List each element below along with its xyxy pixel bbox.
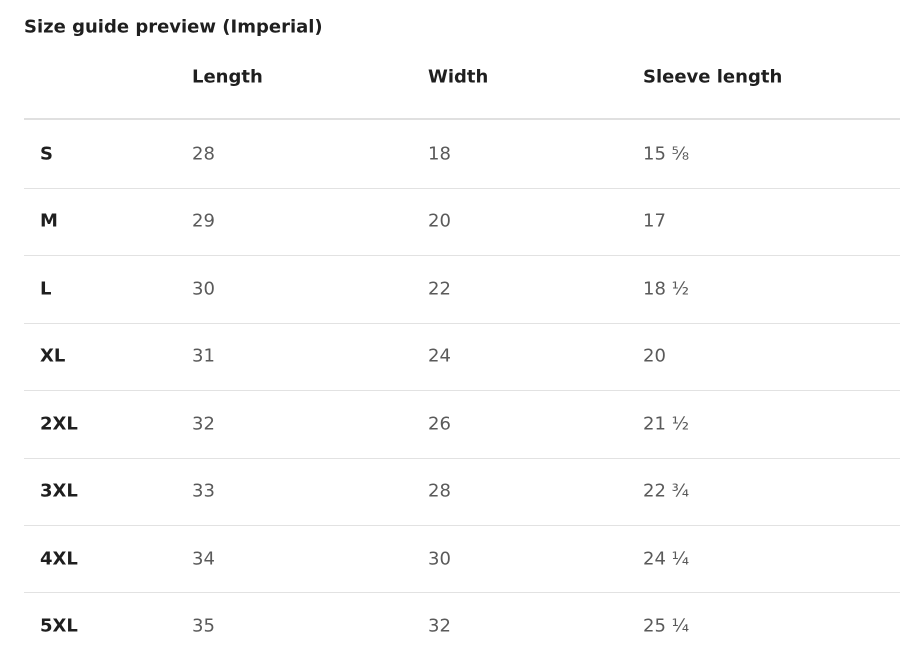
size-label: 4XL (40, 548, 78, 570)
column-header: Width (428, 66, 489, 88)
size-label: XL (40, 345, 66, 367)
measurement: 18 (428, 143, 451, 165)
size-label: M (40, 210, 58, 232)
measurement: 30 (428, 548, 451, 570)
size-label: 5XL (40, 615, 78, 637)
column-header: Sleeve length (643, 66, 783, 88)
measurement: 18 ½ (643, 278, 690, 300)
measurement: 25 ¼ (643, 615, 690, 637)
measurement: 21 ½ (643, 413, 690, 435)
measurement: 26 (428, 413, 451, 435)
size-label: L (40, 278, 52, 300)
row-divider (24, 592, 900, 593)
header-divider (24, 118, 900, 120)
measurement: 35 (192, 615, 215, 637)
measurement: 28 (428, 480, 451, 502)
row-divider (24, 390, 900, 391)
measurement: 17 (643, 210, 666, 232)
column-header: Length (192, 66, 263, 88)
measurement: 22 ¾ (643, 480, 690, 502)
measurement: 31 (192, 345, 215, 367)
row-divider (24, 188, 900, 189)
row-divider (24, 525, 900, 526)
measurement: 28 (192, 143, 215, 165)
measurement: 32 (192, 413, 215, 435)
measurement: 32 (428, 615, 451, 637)
size-label: 3XL (40, 480, 78, 502)
row-divider (24, 255, 900, 256)
measurement: 24 (428, 345, 451, 367)
measurement: 29 (192, 210, 215, 232)
measurement: 20 (428, 210, 451, 232)
size-label: 2XL (40, 413, 78, 435)
measurement: 34 (192, 548, 215, 570)
row-divider (24, 458, 900, 459)
measurement: 20 (643, 345, 666, 367)
measurement: 24 ¼ (643, 548, 690, 570)
title: Size guide preview (Imperial) (24, 16, 323, 38)
size-label: S (40, 143, 53, 165)
row-divider (24, 323, 900, 324)
measurement: 22 (428, 278, 451, 300)
measurement: 15 ⅝ (643, 143, 690, 165)
measurement: 30 (192, 278, 215, 300)
measurement: 33 (192, 480, 215, 502)
